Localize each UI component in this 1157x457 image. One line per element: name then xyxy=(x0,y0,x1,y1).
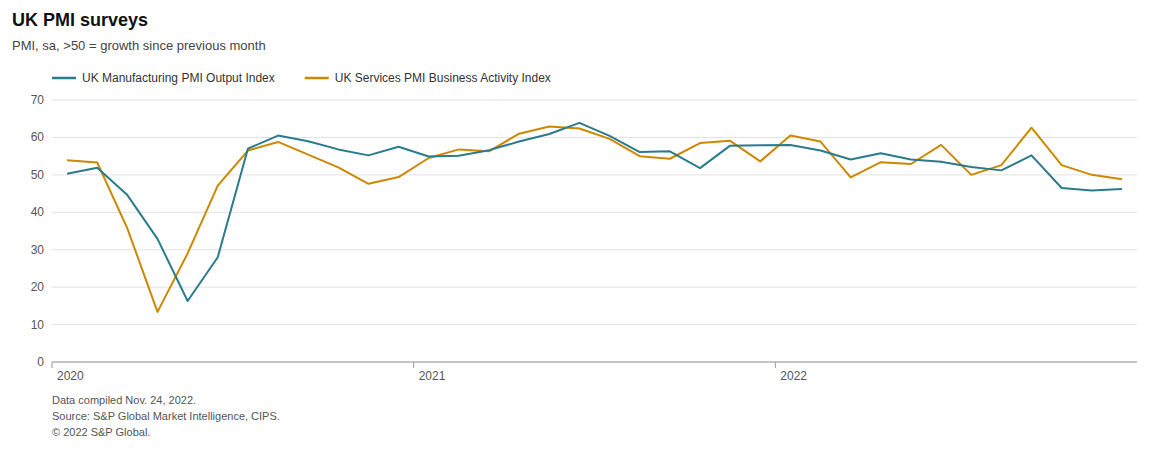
legend-label: UK Manufacturing PMI Output Index xyxy=(82,71,275,85)
x-axis: 2020 2021 2022 xyxy=(52,362,1137,383)
footnote: Source: S&P Global Market Intelligence, … xyxy=(52,410,280,422)
y-tick-label: 40 xyxy=(31,205,45,219)
legend-swatch xyxy=(52,77,76,80)
x-tick xyxy=(52,362,53,368)
grid-line xyxy=(52,287,1137,288)
footnote: © 2022 S&P Global. xyxy=(52,426,150,438)
y-tick-label: 60 xyxy=(31,130,45,144)
x-tick-label: 2022 xyxy=(780,369,807,383)
y-tick-label: 10 xyxy=(31,318,45,332)
series-line xyxy=(67,127,1122,312)
legend: UK Manufacturing PMI Output Index UK Serv… xyxy=(52,71,551,85)
legend-item: UK Manufacturing PMI Output Index xyxy=(52,71,275,85)
grid-line xyxy=(52,249,1137,250)
legend-swatch xyxy=(305,77,329,80)
x-tick xyxy=(413,362,414,368)
grid-line xyxy=(52,362,1137,363)
x-tick xyxy=(775,362,776,368)
x-tick-label: 2021 xyxy=(419,369,446,383)
y-tick-label: 50 xyxy=(31,168,45,182)
grid-line xyxy=(52,324,1137,325)
y-tick-label: 0 xyxy=(37,355,44,369)
x-axis-line xyxy=(52,362,1137,363)
y-tick-label: 70 xyxy=(31,93,45,107)
series-line xyxy=(67,123,1122,301)
y-axis: 0 10 20 30 40 50 60 70 xyxy=(31,93,1137,369)
y-tick-label: 20 xyxy=(31,280,45,294)
footnote: Data compiled Nov. 24, 2022. xyxy=(52,394,196,406)
lines xyxy=(67,123,1122,312)
footnotes: Data compiled Nov. 24, 2022. Source: S&P … xyxy=(52,394,280,438)
grid-line xyxy=(52,100,1137,101)
chart: UK PMI surveys PMI, sa, >50 = growth sinc… xyxy=(0,0,1157,457)
grid-line xyxy=(52,212,1137,213)
legend-item: UK Services PMI Business Activity Index xyxy=(305,71,551,85)
x-tick-label: 2020 xyxy=(57,369,84,383)
grid-line xyxy=(52,137,1137,138)
subtitle: PMI, sa, >50 = growth since previous mon… xyxy=(12,38,266,53)
legend-label: UK Services PMI Business Activity Index xyxy=(335,71,551,85)
y-tick-label: 30 xyxy=(31,243,45,257)
title: UK PMI surveys xyxy=(12,10,148,30)
